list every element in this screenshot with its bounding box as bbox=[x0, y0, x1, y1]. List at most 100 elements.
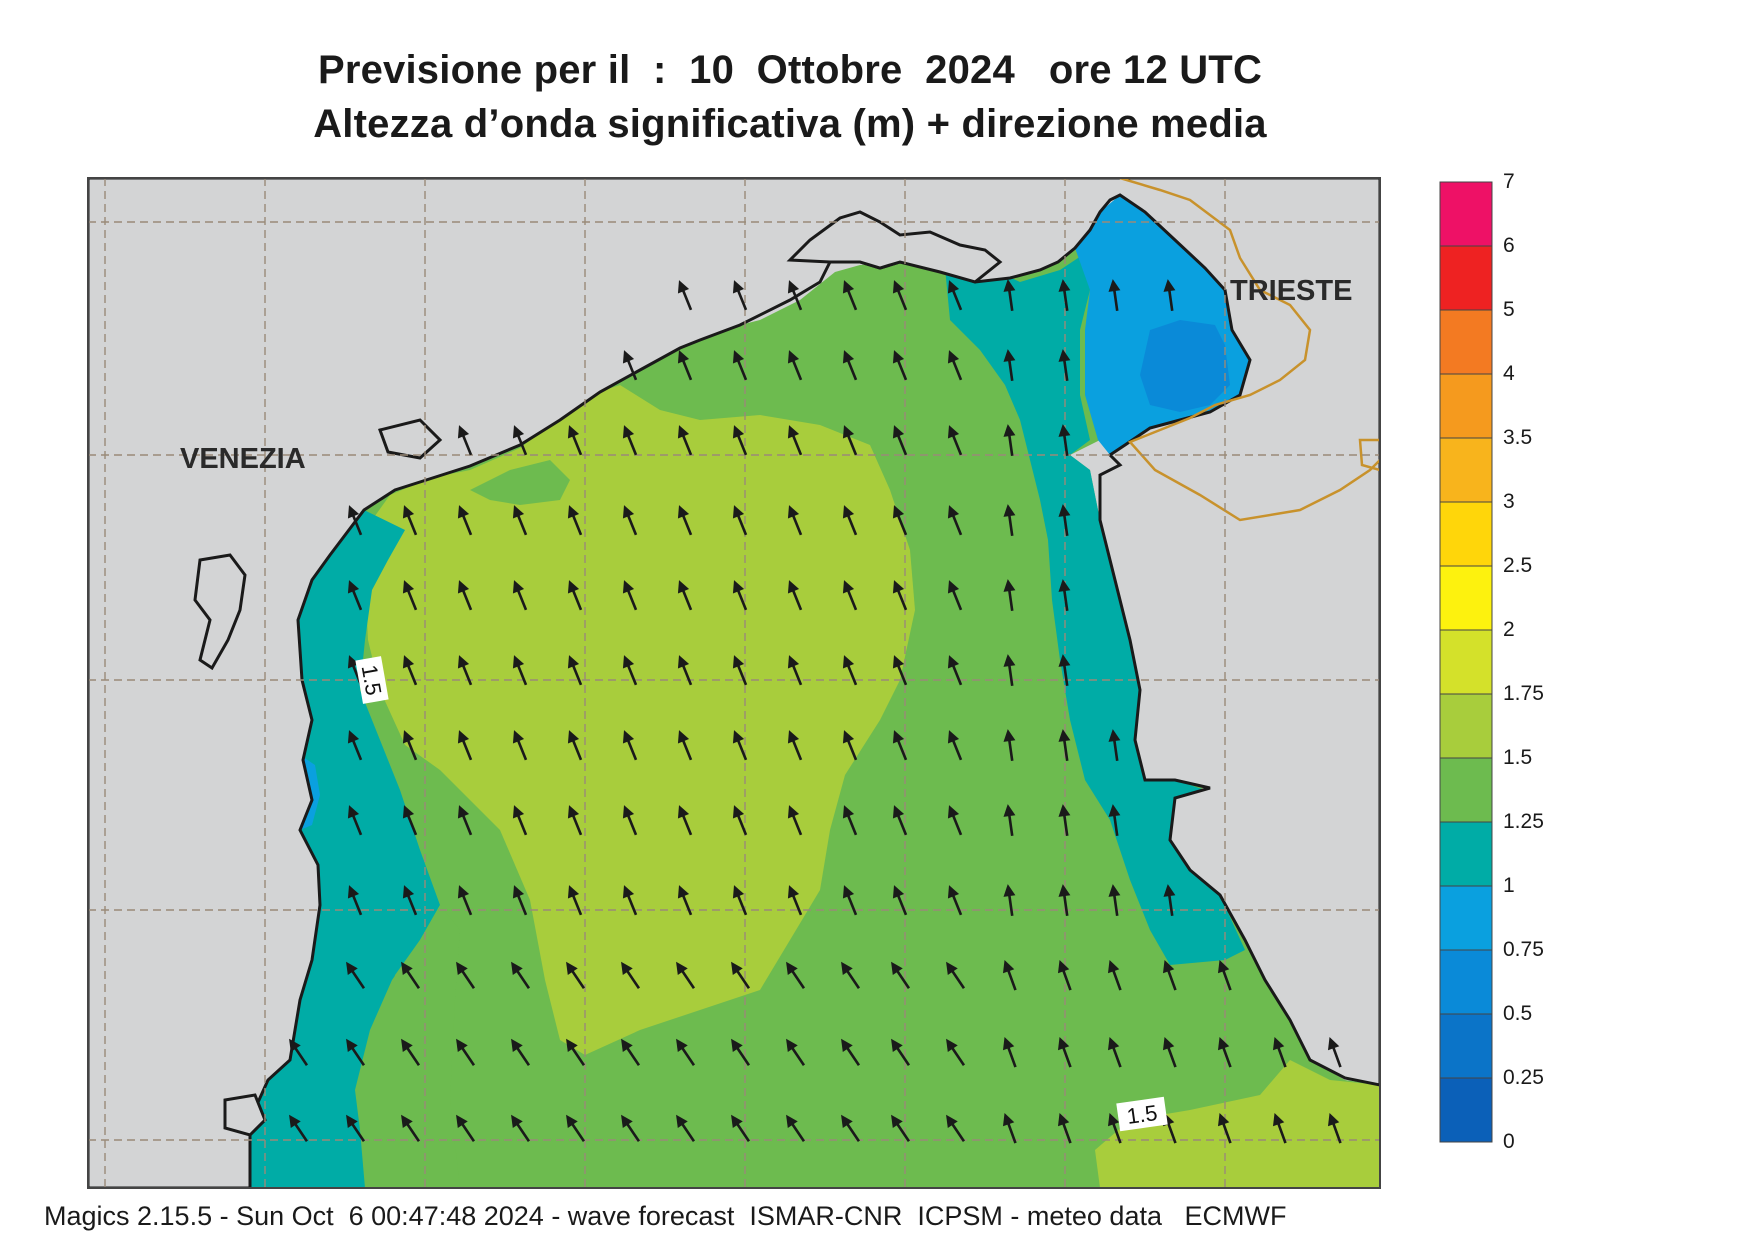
legend-level-label: 2 bbox=[1503, 618, 1515, 641]
wave-arrow bbox=[892, 280, 908, 311]
contour-label-south: 1.5 bbox=[1116, 1096, 1168, 1132]
wave-arrow bbox=[567, 425, 583, 456]
wave-arrow bbox=[622, 805, 638, 836]
wave-arrow bbox=[841, 1038, 861, 1066]
wave-arrow bbox=[732, 505, 748, 536]
wave-arrow bbox=[842, 885, 858, 916]
wave-arrow bbox=[566, 1038, 586, 1066]
wave-arrow bbox=[732, 350, 748, 381]
legend-level-label: 6 bbox=[1503, 234, 1515, 257]
wave-area-0-5-to-0-75-trieste bbox=[1140, 320, 1230, 412]
wave-arrow bbox=[1162, 959, 1177, 991]
legend-level-label: 0.5 bbox=[1503, 1002, 1533, 1025]
wave-arrow bbox=[842, 350, 858, 381]
wave-arrow bbox=[731, 1114, 751, 1142]
wave-arrow bbox=[892, 730, 908, 761]
national-border bbox=[1119, 178, 1380, 522]
wave-arrow bbox=[1003, 279, 1016, 312]
wave-arrow bbox=[676, 1114, 696, 1142]
legend-swatch bbox=[1439, 565, 1493, 631]
wave-arrow bbox=[1108, 279, 1121, 312]
wave-arrow bbox=[1002, 959, 1017, 991]
wave-arrow bbox=[677, 805, 693, 836]
wave-arrow bbox=[347, 805, 363, 836]
wave-arrow bbox=[787, 280, 803, 311]
wave-arrow bbox=[1108, 804, 1121, 837]
wave-arrow bbox=[621, 961, 641, 989]
wave-direction-arrows bbox=[289, 279, 1342, 1144]
wave-arrow bbox=[787, 350, 803, 381]
wave-arrow bbox=[622, 425, 638, 456]
wave-arrow bbox=[946, 1114, 966, 1142]
wave-area-1-to-1-25-east bbox=[945, 232, 1245, 965]
wave-arrow bbox=[512, 885, 528, 916]
wave-arrow bbox=[1003, 349, 1016, 382]
wave-arrow bbox=[842, 505, 858, 536]
wave-arrow bbox=[512, 805, 528, 836]
wave-arrow bbox=[289, 1038, 309, 1066]
wave-arrow bbox=[891, 1114, 911, 1142]
wave-arrow bbox=[567, 655, 583, 686]
wave-arrow bbox=[512, 425, 528, 456]
wave-arrow bbox=[947, 730, 963, 761]
grado-lagoon-land bbox=[786, 210, 1003, 284]
map-frame bbox=[87, 177, 1381, 1189]
wave-arrow bbox=[1058, 579, 1071, 612]
wave-arrow bbox=[1108, 729, 1121, 762]
wave-arrow bbox=[347, 505, 363, 536]
wave-arrow bbox=[457, 580, 473, 611]
wave-arrow bbox=[456, 961, 476, 989]
wave-arrow bbox=[621, 1038, 641, 1066]
legend-swatch bbox=[1439, 949, 1493, 1015]
wave-arrow bbox=[1272, 1112, 1287, 1144]
wave-arrow bbox=[622, 350, 638, 381]
wave-arrow bbox=[346, 1114, 366, 1142]
wave-arrow bbox=[622, 580, 638, 611]
wave-arrow bbox=[677, 885, 693, 916]
wave-arrow bbox=[787, 730, 803, 761]
legend-swatch bbox=[1439, 629, 1493, 695]
wave-arrow bbox=[1272, 1036, 1287, 1068]
wave-arrow bbox=[842, 730, 858, 761]
wave-arrow bbox=[566, 1114, 586, 1142]
wave-arrow bbox=[1162, 1036, 1177, 1068]
wave-arrow bbox=[947, 580, 963, 611]
wave-arrow bbox=[1003, 884, 1016, 917]
wave-arrow bbox=[787, 805, 803, 836]
wave-arrow bbox=[947, 425, 963, 456]
wave-area-1-5-to-1-75 bbox=[365, 385, 915, 1055]
wave-arrow bbox=[892, 655, 908, 686]
wave-arrow bbox=[787, 505, 803, 536]
wave-arrow bbox=[787, 655, 803, 686]
legend-level-label: 2.5 bbox=[1503, 554, 1533, 577]
wave-arrow bbox=[1003, 654, 1016, 687]
legend-swatch bbox=[1439, 437, 1493, 503]
wave-arrow bbox=[567, 580, 583, 611]
legend-swatch bbox=[1439, 501, 1493, 567]
wave-arrow bbox=[456, 1114, 476, 1142]
wave-arrow bbox=[1217, 959, 1232, 991]
wave-arrow bbox=[289, 1114, 309, 1142]
graticule bbox=[88, 178, 1380, 1188]
wave-area-1-5-to-1-75-south bbox=[1095, 1060, 1380, 1188]
contour-label-west-text: 1.5 bbox=[357, 663, 387, 697]
legend-level-label: 7 bbox=[1503, 170, 1515, 193]
wave-arrow bbox=[621, 1114, 641, 1142]
wave-arrow bbox=[457, 805, 473, 836]
legend-level-label: 1.25 bbox=[1503, 810, 1544, 833]
wave-arrow bbox=[787, 580, 803, 611]
wave-arrow bbox=[786, 961, 806, 989]
legend-swatch bbox=[1439, 1013, 1493, 1079]
legend-level-label: 3 bbox=[1503, 490, 1515, 513]
wave-arrow bbox=[1058, 504, 1071, 537]
wave-arrow bbox=[347, 730, 363, 761]
wave-arrow bbox=[732, 805, 748, 836]
wave-arrow bbox=[947, 350, 963, 381]
wave-arrow bbox=[892, 425, 908, 456]
wave-arrow bbox=[347, 885, 363, 916]
wave-arrow bbox=[1217, 1112, 1232, 1144]
wave-arrow bbox=[567, 805, 583, 836]
wave-height-legend bbox=[1439, 181, 1493, 1143]
legend-level-label: 0 bbox=[1503, 1130, 1515, 1153]
wave-arrow bbox=[622, 505, 638, 536]
